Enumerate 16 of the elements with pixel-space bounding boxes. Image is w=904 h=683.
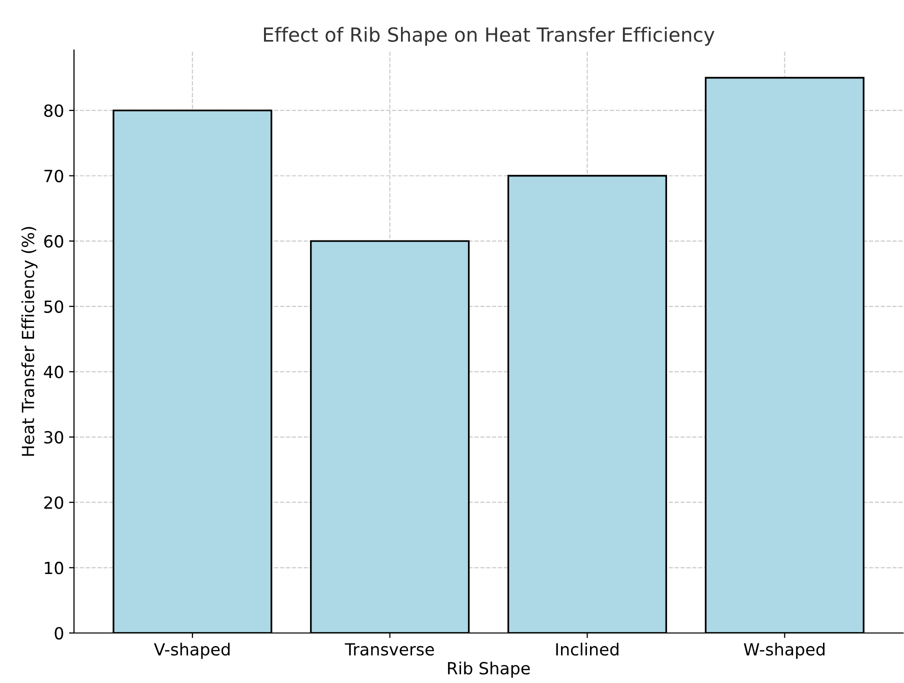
x-tick-label: V-shaped: [154, 642, 230, 659]
y-tick-label: 50: [44, 300, 64, 313]
x-tick-label: W-shaped: [744, 642, 824, 659]
y-tick-label: 40: [44, 366, 64, 378]
y-tick-label: 0: [54, 626, 64, 640]
y-tick-label: 10: [44, 562, 64, 574]
y-tick-label: 30: [44, 430, 64, 444]
x-tick-label: Inclined: [556, 642, 618, 656]
y-tick-label: 60: [44, 235, 64, 248]
x-tick-label: Transverse: [344, 643, 434, 656]
y-tick-label: 20: [44, 496, 64, 509]
y-axis-title: Heat Transfer Efficiency (%): [21, 227, 38, 456]
y-tick-label: 80: [44, 104, 64, 117]
y-tick-label: 70: [44, 170, 64, 182]
x-axis-title: Rib Shape: [448, 662, 530, 678]
chart-title: Effect of Rib Shape on Heat Transfer Efficiency: [264, 26, 714, 46]
